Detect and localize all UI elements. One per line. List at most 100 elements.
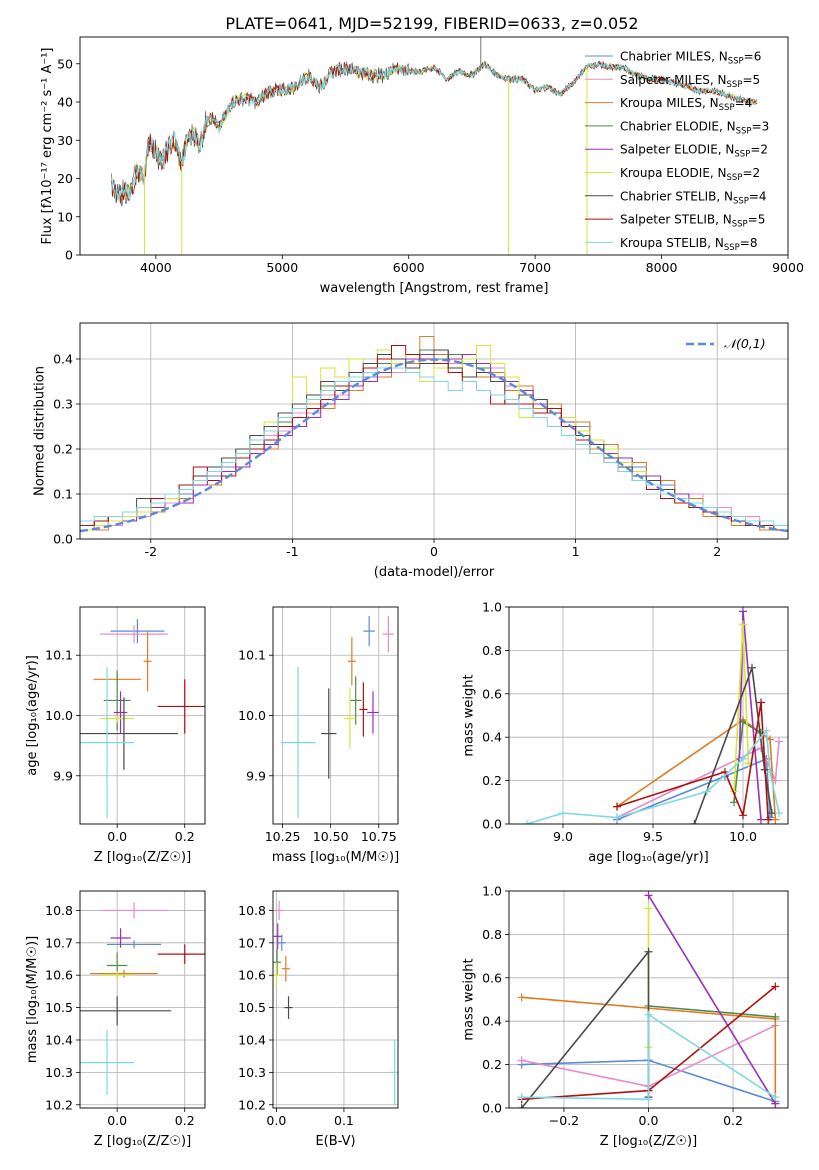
y-tick-label: 0.4 [482, 1014, 502, 1029]
x-tick-label: 4000 [140, 260, 172, 275]
weight-line [616, 718, 777, 820]
weight-marker [775, 809, 783, 818]
weight-marker [748, 663, 756, 672]
y-tick-label: 10.6 [238, 968, 266, 983]
y-tick-label: 10.2 [238, 1097, 266, 1112]
gaussian-curve [80, 358, 788, 533]
y-tick-label: 40 [57, 95, 73, 110]
weight-marker [644, 1095, 653, 1104]
y-tick-label: 10.0 [238, 708, 266, 723]
axes-frame [79, 890, 206, 1109]
weight-marker [771, 1012, 780, 1021]
plot-area [80, 619, 205, 818]
legend-label: Chabrier STELIB, NSSP=4 [620, 189, 767, 206]
y-tick-label: 0.0 [53, 532, 73, 547]
weight-marker [517, 1093, 526, 1102]
spectrum-line [111, 60, 758, 203]
y-tick-label: 0.0 [482, 817, 502, 832]
weight-marker [739, 754, 747, 763]
x-tick-label: -1 [286, 544, 298, 559]
y-tick-label: 0.6 [482, 686, 502, 701]
y-tick-label: 1.0 [482, 600, 502, 615]
y-tick-label: 30 [57, 133, 73, 148]
x-tick-label: 2 [713, 544, 721, 559]
weight-marker [771, 982, 780, 991]
legend-label: 𝒩(0,1) [724, 336, 766, 351]
weight-marker [757, 698, 765, 707]
weight-marker [739, 811, 747, 820]
chart-z_vs_mass: 0.0 0.2 10.2 10.3 10.4 10.5 10.6 10.7 10.8 Z [log… [25, 890, 206, 1149]
y-tick-label: 10.6 [45, 968, 73, 983]
y-tick-label: 9.9 [246, 768, 266, 783]
y-tick-label: 0.1 [53, 487, 73, 502]
y-tick-label: 20 [57, 171, 73, 186]
plot-area [80, 336, 788, 533]
weight-marker [775, 737, 783, 746]
plot-area [517, 891, 780, 1108]
weight-marker [517, 1104, 526, 1108]
y-axis-label: Flux [fλ10⁻¹⁷ erg cm⁻² s⁻¹ A⁻¹] [40, 48, 55, 245]
histogram-series [80, 367, 788, 526]
y-tick-label: 0.8 [482, 927, 502, 942]
chart-ebv_vs_mass: 0.0 0.1 10.2 10.3 10.4 10.5 10.6 10.7 10.8 E(B-V) [238, 890, 399, 1149]
weight-line [647, 894, 776, 1105]
x-tick-label: 0.2 [175, 829, 195, 844]
y-tick-label: 1.0 [482, 884, 502, 899]
legend-label: Salpeter STELIB, NSSP=5 [620, 213, 765, 230]
legend-label: Kroupa MILES, NSSP=4 [620, 96, 752, 113]
y-tick-label: 0.2 [53, 442, 73, 457]
axes-frame [272, 890, 399, 1109]
plot-area [273, 900, 398, 1105]
y-tick-label: 10 [57, 209, 73, 224]
weight-marker [739, 620, 747, 629]
legend-label: Kroupa ELODIE, NSSP=2 [620, 166, 760, 183]
weight-line [521, 1013, 776, 1101]
y-tick-label: 10.2 [45, 1097, 73, 1112]
weight-line [521, 949, 650, 1108]
weight-marker [523, 820, 531, 824]
x-axis-label: (data-model)/error [374, 565, 495, 580]
y-tick-label: 10.1 [238, 648, 266, 663]
x-tick-label: 5000 [266, 260, 298, 275]
chart-age_vs_massweight: 9.0 9.5 10.0 0.0 0.2 0.4 0.6 0.8 1.0 age [log₁₀(a… [462, 600, 789, 865]
y-tick-label: 10.7 [45, 935, 73, 950]
weight-marker [690, 820, 699, 824]
weight-marker [762, 726, 771, 735]
y-tick-label: 0.0 [482, 1101, 502, 1116]
weight-marker [703, 787, 711, 796]
x-axis-label: Z [log₁₀(Z/Z☉)] [600, 1134, 697, 1149]
x-tick-label: 1 [572, 544, 580, 559]
legend-label: Chabrier MILES, NSSP=6 [620, 50, 761, 67]
weight-marker [613, 813, 621, 822]
weight-marker [739, 607, 747, 616]
y-tick-label: 0.4 [482, 730, 502, 745]
weight-marker [644, 904, 653, 913]
weight-marker [644, 1010, 653, 1019]
weight-marker [730, 798, 738, 807]
x-tick-label: 0.2 [723, 1113, 743, 1128]
x-tick-label: 10.0 [729, 829, 757, 844]
x-tick-label: 0 [430, 544, 438, 559]
y-tick-label: 10.5 [238, 1000, 266, 1015]
weight-marker [757, 815, 765, 824]
x-axis-label: E(B-V) [315, 1134, 355, 1149]
y-axis-label: Normed distribution [33, 366, 48, 496]
chart-spectrum: 4000 5000 6000 7000 8000 9000 0 10 20 30 40 50 wavel… [40, 36, 804, 296]
y-tick-label: 0.3 [53, 397, 73, 412]
x-tick-label: 0.0 [107, 1113, 127, 1128]
weight-marker [644, 947, 653, 956]
y-tick-label: 9.9 [53, 768, 73, 783]
x-axis-label: Z [log₁₀(Z/Z☉)] [94, 850, 191, 865]
x-tick-label: 0.0 [266, 1113, 286, 1128]
plot-area [523, 607, 783, 824]
weight-marker [517, 993, 526, 1002]
plot-area [80, 902, 205, 1096]
y-tick-label: 10.1 [45, 648, 73, 663]
y-tick-label: 0.4 [53, 352, 73, 367]
legend-label: Kroupa STELIB, NSSP=8 [620, 236, 758, 253]
x-tick-label: 7000 [519, 260, 551, 275]
y-tick-label: 0.8 [482, 643, 502, 658]
x-axis-label: wavelength [Angstrom, rest frame] [320, 281, 549, 296]
y-axis-label: mass weight [462, 958, 477, 1040]
